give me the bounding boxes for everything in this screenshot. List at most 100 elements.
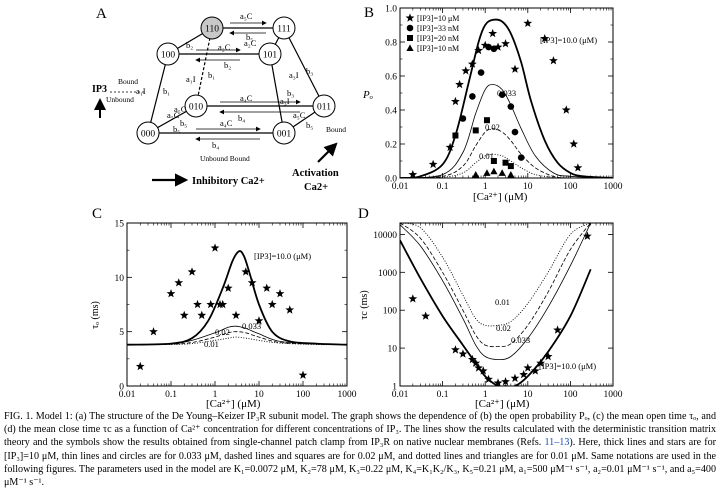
y-tick-label: 1.0	[385, 5, 397, 15]
svg-text:b₃: b₃	[306, 66, 313, 76]
y-tick-label: 5	[119, 328, 124, 338]
series-line-dashed	[400, 223, 592, 348]
data-point-star	[247, 278, 257, 287]
data-point-star	[583, 231, 592, 240]
series-line-dashed	[127, 331, 347, 346]
panel-a-diagram: A 110 111 100 101 010 011	[92, 6, 346, 193]
figure-caption: FIG. 1. Model 1: (a) The structure of th…	[4, 410, 716, 489]
series-line-dashed	[400, 128, 613, 178]
x-tick-label: 100	[296, 390, 311, 400]
data-point-star	[549, 56, 558, 65]
svg-text:b₄: b₄	[212, 140, 219, 150]
svg-text:a₅C: a₅C	[240, 11, 253, 21]
data-point-star	[254, 316, 264, 325]
x-tick-label: 0.01	[119, 390, 136, 400]
data-point-star	[510, 64, 520, 73]
data-point-star	[210, 243, 220, 252]
panel-d-ylabel: τc (ms)	[359, 290, 370, 319]
data-point-circle	[511, 128, 519, 136]
series-line-thin	[127, 325, 347, 346]
activation-arrow	[317, 142, 338, 163]
x-tick-label: 1	[483, 182, 488, 192]
activation-label-2: Ca2+	[304, 182, 328, 193]
curve-label-002: 0.02	[215, 327, 230, 337]
legend-marker-star	[405, 13, 415, 22]
data-point-star	[471, 358, 481, 367]
data-point-square	[502, 159, 509, 166]
svg-text:a₁I: a₁I	[186, 74, 196, 84]
svg-text:b₂: b₂	[224, 60, 231, 70]
data-point-star	[197, 310, 207, 320]
legend-marker-triangle	[406, 44, 414, 51]
svg-text:111: 111	[277, 25, 291, 35]
bound-label-right: Bound	[326, 125, 346, 134]
svg-text:001: 001	[277, 130, 292, 140]
curve-label-0033: 0.033	[511, 335, 530, 345]
data-point-star	[474, 45, 483, 55]
curve-label-001: 0.01	[204, 339, 219, 349]
data-point-circle	[490, 45, 498, 53]
x-tick-label: 100	[563, 182, 578, 192]
x-tick-label: 0.01	[392, 182, 409, 192]
data-point-star	[488, 28, 498, 38]
data-point-star	[478, 366, 488, 375]
data-point-star	[149, 327, 158, 336]
data-point-star	[468, 354, 477, 364]
rate-labels: a₅C b₅ b₂ a₂C b₂ b₁ a₁I a₃I b₃ a₁I b₁ a₄…	[136, 11, 313, 150]
curve-label-002: 0.02	[485, 122, 500, 132]
data-point-star	[275, 289, 285, 298]
data-point-circle	[485, 43, 492, 51]
svg-text:b₂: b₂	[186, 40, 193, 50]
data-point-star	[166, 289, 176, 298]
panel-c-curve-labels: [IP3]=10.0 (μM) 0.033 0.02 0.01	[204, 251, 311, 349]
svg-text:a₁I: a₁I	[136, 86, 146, 96]
panel-d-xlabel: [Ca²⁺] (μM)	[475, 398, 530, 410]
data-point-circle	[517, 154, 525, 161]
svg-text:a₅C: a₅C	[293, 110, 306, 120]
data-point-star	[451, 96, 460, 106]
inhibitory-label: Inhibitory Ca2+	[192, 176, 265, 187]
data-point-square	[452, 132, 459, 139]
data-point-star	[267, 299, 277, 309]
panel-c-xlabel: [Ca²⁺] (μM)	[206, 398, 261, 410]
y-tick-label: 0	[119, 383, 124, 393]
y-tick-label: 0.6	[385, 73, 397, 83]
x-tick-label: 10	[254, 390, 264, 400]
y-tick-label: 10000	[373, 231, 397, 241]
state-node-000: 000	[136, 121, 160, 145]
data-point-star	[569, 139, 579, 148]
unbound-bound-label: Unbound Bound	[200, 154, 250, 163]
svg-text:a₃I: a₃I	[289, 70, 299, 80]
panel-b-chart: B Pₒ [Ca²⁺] (μM) 0.01 0.1 1 10 100 1000 0.0 0.2…	[362, 5, 623, 204]
svg-text:101: 101	[263, 51, 278, 61]
panel-b-legend: [IP3]=10 μM [IP3]=33 nM [IP3]=20 nM [IP3…	[417, 14, 459, 53]
x-tick-label: 1	[483, 390, 488, 400]
data-point-star	[451, 345, 460, 354]
data-point-star	[285, 305, 295, 314]
data-point-star	[468, 59, 477, 68]
data-point-star	[135, 361, 145, 371]
svg-text:a₄C: a₄C	[220, 118, 233, 128]
data-point-star	[193, 299, 202, 309]
y-tick-label: 15	[115, 220, 125, 230]
x-tick-label: 10	[523, 390, 533, 400]
caption-refs-link[interactable]: 11–13	[544, 437, 570, 449]
caption-text-2: ). Here, thick lines and stars are for […	[4, 437, 716, 489]
data-point-star	[480, 40, 490, 50]
data-point-triangle	[498, 169, 506, 176]
x-tick-label: 10	[523, 182, 533, 192]
svg-text:100: 100	[161, 51, 176, 61]
unbound-label: Unbound	[106, 95, 134, 104]
data-point-star	[231, 310, 241, 320]
data-point-circle	[498, 91, 506, 98]
series-line-thin	[400, 84, 613, 178]
svg-text:a₄C: a₄C	[240, 93, 253, 103]
data-point-star	[519, 370, 528, 379]
svg-text:b₅: b₅	[306, 120, 313, 130]
svg-text:a₅C: a₅C	[167, 110, 180, 120]
data-point-star	[501, 39, 510, 48]
data-point-star	[455, 79, 464, 89]
panel-c-chart: C τₒ (ms) [Ca²⁺] (μM) 0.01 0.1 1 10 100 10000…	[90, 206, 357, 410]
state-node-110: 110	[200, 16, 224, 40]
data-point-triangle	[507, 171, 515, 178]
